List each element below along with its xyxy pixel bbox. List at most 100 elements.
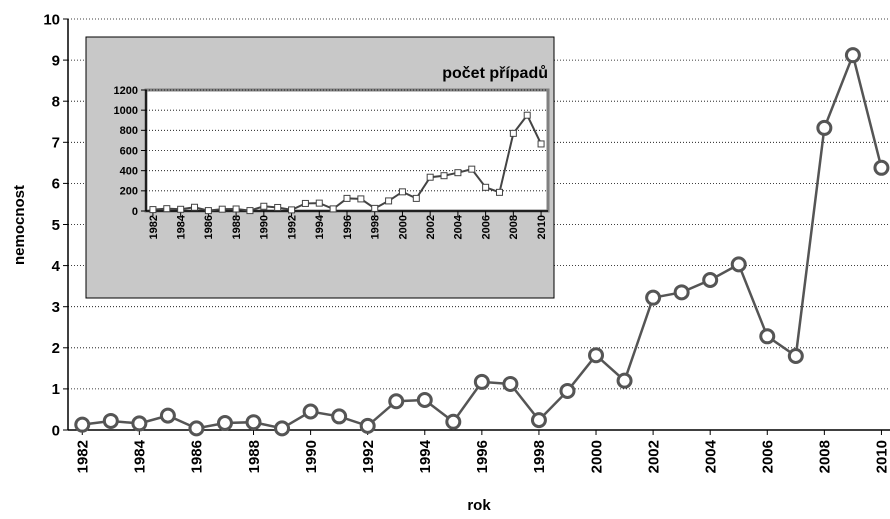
x-tick-label: 2006 bbox=[760, 440, 777, 473]
data-point bbox=[246, 207, 254, 215]
data-point bbox=[616, 372, 633, 389]
data-point bbox=[216, 415, 233, 432]
y-axis-label: nemocnost bbox=[11, 185, 28, 265]
y-tick-label: 6 bbox=[52, 176, 60, 193]
data-point bbox=[163, 205, 171, 213]
data-point bbox=[131, 415, 148, 432]
data-point bbox=[426, 173, 434, 181]
data-point bbox=[149, 206, 157, 214]
x-tick-label: 1994 bbox=[314, 214, 326, 239]
data-point bbox=[191, 203, 199, 211]
data-point bbox=[188, 420, 205, 437]
data-point bbox=[645, 289, 662, 306]
data-point bbox=[398, 188, 406, 196]
y-tick-label: 800 bbox=[120, 125, 138, 137]
x-tick-label: 2000 bbox=[397, 215, 409, 239]
y-tick-label: 1000 bbox=[114, 105, 138, 117]
x-tick-label: 1998 bbox=[531, 440, 548, 473]
data-point bbox=[787, 348, 804, 365]
x-tick-label: 1990 bbox=[259, 215, 271, 239]
y-tick-label: 10 bbox=[43, 11, 60, 28]
data-point bbox=[495, 188, 503, 196]
x-tick-label: 1998 bbox=[370, 215, 382, 239]
x-tick-label: 1984 bbox=[176, 214, 188, 239]
x-tick-label: 1996 bbox=[474, 440, 491, 473]
x-tick-label: 1984 bbox=[132, 439, 149, 473]
x-tick-label: 2010 bbox=[874, 440, 890, 473]
x-tick-label: 1988 bbox=[231, 215, 243, 239]
data-point bbox=[588, 347, 605, 364]
data-point bbox=[102, 412, 119, 429]
data-point bbox=[530, 412, 547, 429]
y-tick-label: 8 bbox=[52, 93, 60, 110]
data-point bbox=[288, 206, 296, 214]
y-tick-label: 2 bbox=[52, 340, 60, 357]
y-tick-label: 400 bbox=[120, 166, 138, 178]
data-point bbox=[816, 119, 833, 136]
x-tick-label: 1986 bbox=[203, 215, 215, 239]
data-point bbox=[274, 203, 282, 211]
data-point bbox=[502, 375, 519, 392]
data-point bbox=[385, 197, 393, 205]
y-tick-label: 9 bbox=[52, 52, 60, 69]
data-point bbox=[302, 403, 319, 420]
data-point bbox=[509, 129, 517, 137]
data-point bbox=[331, 408, 348, 425]
data-point bbox=[343, 194, 351, 202]
data-point bbox=[440, 172, 448, 180]
y-tick-label: 1200 bbox=[114, 85, 138, 97]
x-tick-label: 1990 bbox=[303, 440, 320, 473]
y-tick-label: 0 bbox=[132, 206, 138, 218]
data-point bbox=[482, 183, 490, 191]
x-tick-label: 1988 bbox=[246, 440, 263, 473]
y-tick-label: 5 bbox=[52, 217, 60, 234]
data-point bbox=[673, 284, 690, 301]
data-point bbox=[416, 391, 433, 408]
x-tick-label: 2008 bbox=[508, 215, 520, 239]
data-point bbox=[177, 205, 185, 213]
data-point bbox=[730, 256, 747, 273]
data-point bbox=[844, 47, 861, 64]
data-point bbox=[412, 194, 420, 202]
y-tick-label: 0 bbox=[52, 422, 60, 439]
data-point bbox=[702, 271, 719, 288]
x-tick-label: 1982 bbox=[75, 440, 92, 473]
y-tick-label: 200 bbox=[120, 186, 138, 198]
x-tick-label: 2004 bbox=[453, 214, 465, 239]
data-point bbox=[388, 393, 405, 410]
data-point bbox=[204, 207, 212, 215]
y-tick-label: 3 bbox=[52, 299, 60, 316]
data-point bbox=[232, 205, 240, 213]
x-tick-label: 2010 bbox=[536, 215, 548, 239]
x-tick-label: 2008 bbox=[817, 440, 834, 473]
data-point bbox=[260, 202, 268, 210]
data-point bbox=[357, 195, 365, 203]
data-point bbox=[523, 111, 531, 119]
y-tick-label: 1 bbox=[52, 381, 60, 398]
x-tick-label: 1982 bbox=[148, 215, 160, 239]
data-point bbox=[468, 165, 476, 173]
data-point bbox=[371, 204, 379, 212]
data-point bbox=[315, 199, 323, 207]
x-tick-label: 1996 bbox=[342, 215, 354, 239]
y-tick-label: 4 bbox=[52, 258, 61, 275]
x-tick-label: 2006 bbox=[480, 215, 492, 239]
x-tick-label: 2000 bbox=[588, 440, 605, 473]
data-point bbox=[873, 159, 890, 176]
data-point bbox=[245, 414, 262, 431]
inset-title: počet případů bbox=[442, 65, 548, 82]
data-point bbox=[329, 205, 337, 213]
data-point bbox=[159, 407, 176, 424]
data-point bbox=[473, 373, 490, 390]
x-tick-label: 2002 bbox=[425, 215, 437, 239]
y-tick-label: 7 bbox=[52, 135, 60, 152]
data-point bbox=[454, 169, 462, 177]
x-tick-label: 2004 bbox=[702, 439, 719, 473]
data-point bbox=[759, 328, 776, 345]
x-tick-label: 1992 bbox=[286, 215, 298, 239]
data-point bbox=[559, 382, 576, 399]
x-tick-label: 1986 bbox=[189, 440, 206, 473]
data-point bbox=[445, 413, 462, 430]
x-tick-label: 2002 bbox=[645, 440, 662, 473]
